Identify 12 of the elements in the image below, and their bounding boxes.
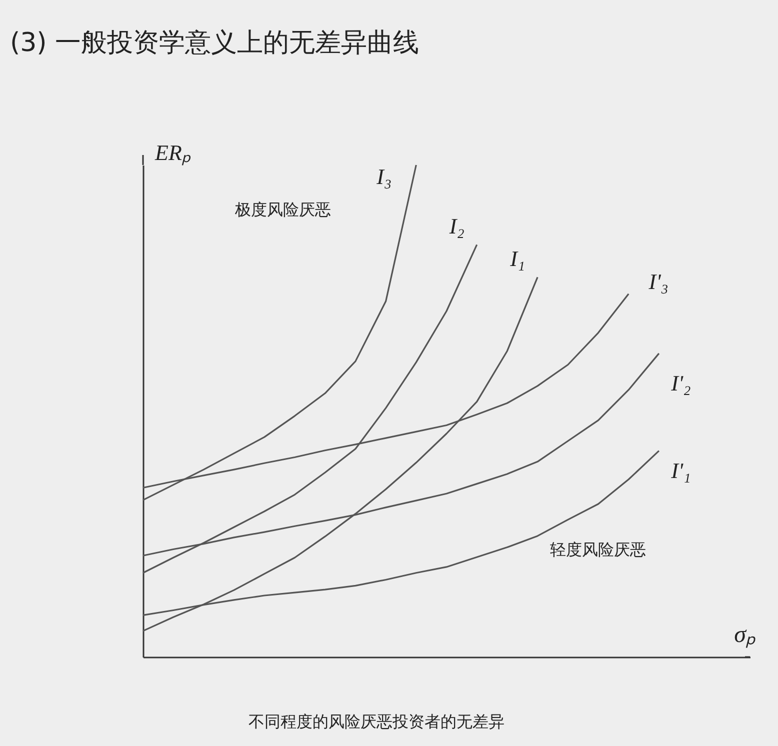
text: 不同程度的风险厌恶投资者的无差异 (248, 712, 504, 731)
y-axis-title: ERₚ (154, 140, 191, 166)
series-label: I'₂ (670, 370, 692, 396)
chart-title: (3) 一般投资学意义上的无差异曲线 (10, 28, 420, 58)
x-axis-title: σₚ (734, 622, 756, 648)
series-label: I₃ (376, 164, 392, 189)
series-label: I₂ (448, 214, 465, 239)
series-label: I'₁ (670, 458, 691, 483)
series-label: I'₃ (648, 268, 668, 294)
annotation: 轻度风险厌恶 (550, 540, 646, 559)
annotation: 极度风险厌恶 (234, 200, 331, 219)
series-label: I₁ (509, 246, 526, 272)
